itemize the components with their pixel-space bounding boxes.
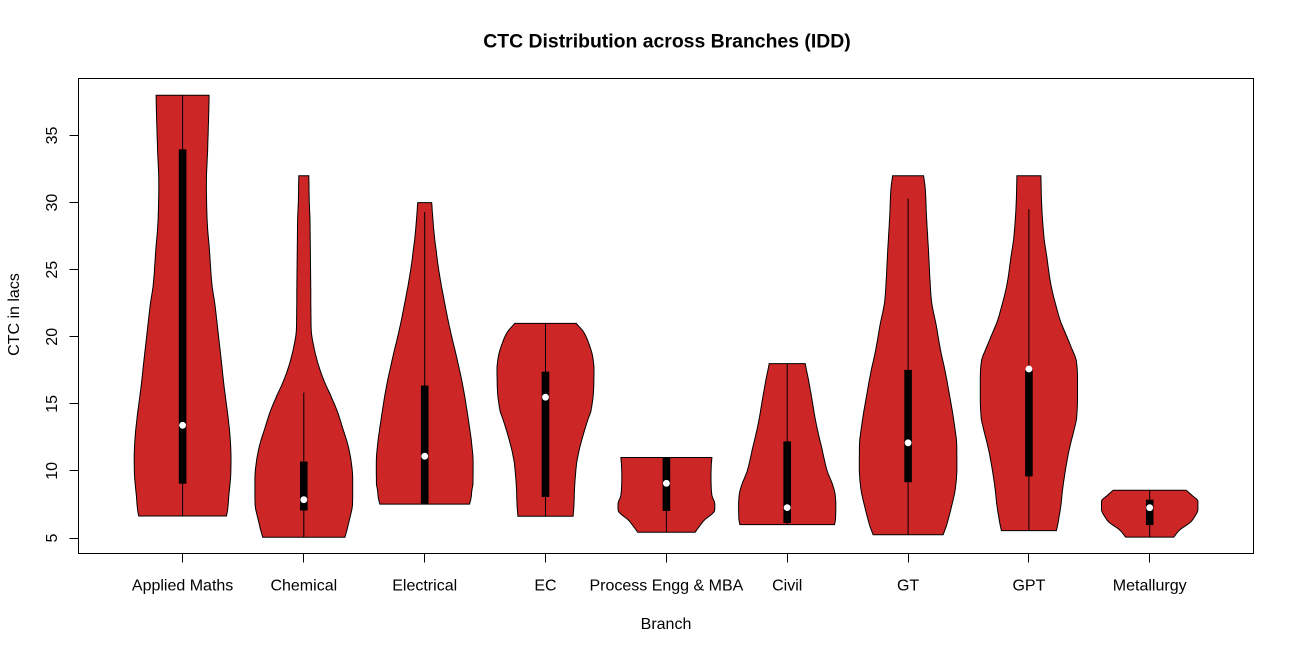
svg-text:CTC in lacs: CTC in lacs bbox=[6, 273, 23, 356]
svg-text:Chemical: Chemical bbox=[270, 577, 337, 594]
svg-text:35: 35 bbox=[44, 127, 61, 145]
svg-text:30: 30 bbox=[44, 194, 61, 212]
svg-text:25: 25 bbox=[44, 261, 61, 279]
svg-text:Process Engg & MBA: Process Engg & MBA bbox=[589, 577, 743, 594]
svg-text:GPT: GPT bbox=[1012, 577, 1045, 594]
svg-text:15: 15 bbox=[44, 395, 61, 413]
svg-text:CTC Distribution across Branch: CTC Distribution across Branches (IDD) bbox=[483, 31, 850, 53]
svg-text:EC: EC bbox=[534, 577, 556, 594]
svg-text:GT: GT bbox=[897, 577, 919, 594]
svg-text:20: 20 bbox=[44, 328, 61, 346]
svg-text:Metallurgy: Metallurgy bbox=[1113, 577, 1187, 594]
svg-text:5: 5 bbox=[44, 533, 61, 542]
svg-text:Civil: Civil bbox=[772, 577, 802, 594]
svg-text:Applied Maths: Applied Maths bbox=[132, 577, 233, 594]
svg-text:Branch: Branch bbox=[641, 616, 692, 633]
svg-text:Electrical: Electrical bbox=[392, 577, 457, 594]
svg-text:10: 10 bbox=[44, 462, 61, 480]
